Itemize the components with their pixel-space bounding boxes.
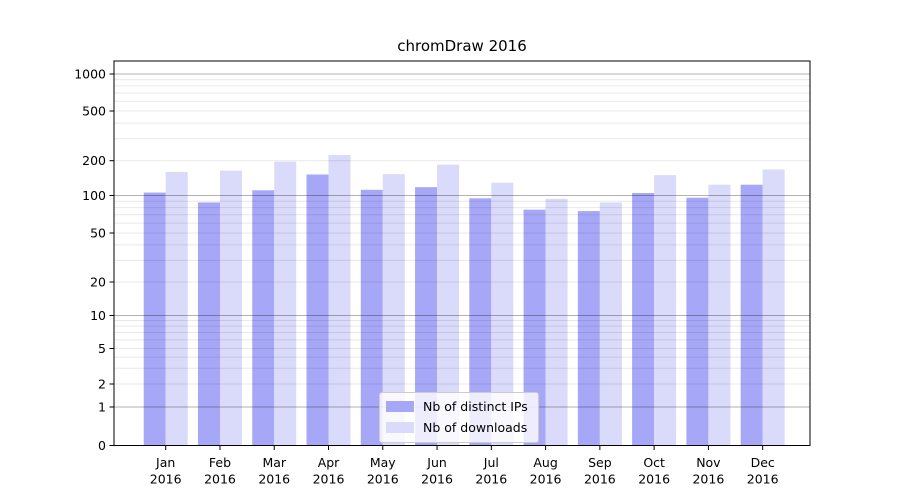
y-tick-label-200: 200	[82, 153, 106, 168]
bar-nb-of-distinct-ips-jun	[415, 187, 438, 446]
bar-nb-of-distinct-ips-mar	[252, 190, 275, 446]
x-tick-label-apr: Apr 2016	[313, 455, 345, 487]
bar-nb-of-downloads-feb	[219, 170, 242, 446]
bar-nb-of-distinct-ips-may	[360, 189, 383, 446]
bar-nb-of-distinct-ips-apr	[306, 174, 329, 446]
y-tick-label-1: 1	[98, 400, 106, 415]
bar-nb-of-distinct-ips-jul	[469, 198, 492, 446]
bar-nb-of-downloads-jan	[165, 171, 188, 446]
x-tick-label-jul: Jul 2016	[475, 455, 507, 487]
bar-nb-of-distinct-ips-oct	[632, 193, 655, 446]
bar-nb-of-distinct-ips-nov	[686, 197, 709, 446]
legend-item-distinct-ips: Nb of distinct IPs	[386, 398, 528, 415]
x-tick-label-nov: Nov 2016	[692, 455, 724, 487]
x-tick-label-oct: Oct 2016	[638, 455, 670, 487]
x-tick-label-sep: Sep 2016	[584, 455, 616, 487]
bar-nb-of-downloads-mar	[274, 161, 297, 446]
bar-nb-of-downloads-may	[382, 174, 405, 446]
y-tick-label-500: 500	[82, 104, 106, 119]
x-tick-label-jun: Jun 2016	[421, 455, 453, 487]
chart-title: chromDraw 2016	[397, 37, 527, 55]
x-tick-label-dec: Dec 2016	[747, 455, 779, 487]
y-tick-label-2: 2	[98, 377, 106, 392]
gridlines	[114, 73, 810, 408]
y-tick-label-1000: 1000	[74, 67, 106, 82]
y-tick-label-50: 50	[90, 226, 106, 241]
bar-nb-of-downloads-nov	[708, 184, 731, 446]
x-tick-label-may: May 2016	[367, 455, 399, 487]
bar-nb-of-distinct-ips-aug	[523, 209, 546, 446]
bar-nb-of-downloads-jun	[437, 164, 460, 446]
bar-nb-of-downloads-jul	[491, 182, 514, 446]
y-tick-label-0: 0	[98, 438, 106, 453]
bar-nb-of-distinct-ips-feb	[197, 202, 220, 446]
bar-nb-of-distinct-ips-jan	[143, 192, 166, 446]
legend-swatch-downloads	[386, 422, 414, 433]
y-tick-label-20: 20	[90, 275, 106, 290]
x-tick-label-mar: Mar 2016	[258, 455, 290, 487]
bars-layer	[143, 155, 785, 446]
x-tick-label-jan: Jan 2016	[150, 455, 182, 487]
bar-nb-of-downloads-aug	[545, 198, 568, 446]
legend-item-downloads: Nb of downloads	[386, 419, 528, 436]
legend-label-distinct-ips: Nb of distinct IPs	[423, 399, 528, 414]
bar-nb-of-downloads-sep	[599, 202, 622, 446]
bar-nb-of-distinct-ips-dec	[740, 184, 763, 446]
bar-nb-of-distinct-ips-sep	[577, 211, 600, 446]
bar-nb-of-downloads-oct	[654, 175, 677, 446]
plot-border	[113, 60, 811, 446]
y-tick-label-10: 10	[90, 308, 106, 323]
bar-nb-of-downloads-apr	[328, 155, 351, 446]
x-axis: Jan 2016 Feb 2016 Mar 2016 Apr 2016 May 2016 Jun 20…	[150, 445, 779, 487]
x-tick-label-feb: Feb 2016	[204, 455, 236, 487]
y-axis: 0 1 2 5 10 20 50 100 200 500 1000	[74, 67, 114, 453]
bar-nb-of-downloads-dec	[762, 169, 785, 446]
x-tick-label-aug: Aug 2016	[530, 455, 562, 487]
legend-label-downloads: Nb of downloads	[423, 420, 528, 435]
y-tick-label-5: 5	[98, 341, 106, 356]
legend: Nb of distinct IPs Nb of downloads	[379, 392, 539, 443]
y-tick-label-100: 100	[82, 188, 106, 203]
legend-swatch-distinct-ips	[386, 401, 414, 412]
